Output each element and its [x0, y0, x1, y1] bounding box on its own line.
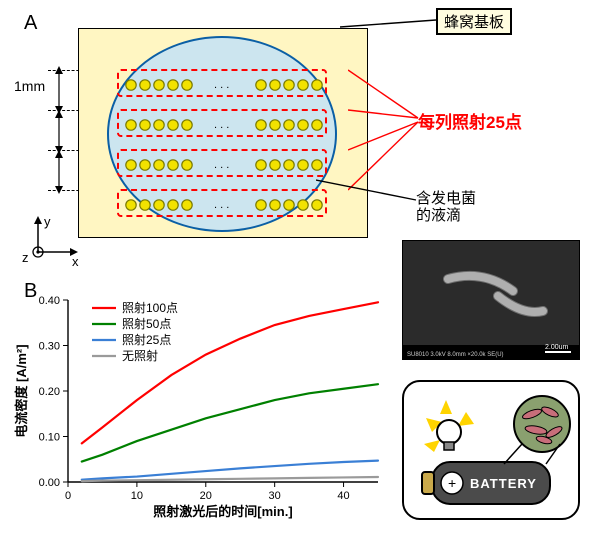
annotation-droplet-line1: 含发电菌: [416, 190, 476, 207]
annotation-substrate: 蜂窝基板: [436, 8, 512, 35]
battery-label: BATTERY: [470, 476, 537, 491]
coordinate-axes: y x z: [22, 216, 82, 271]
bulb-icon: [437, 420, 461, 444]
svg-text:. . .: . . .: [214, 119, 229, 131]
annotation-droplet: 含发电菌 的液滴: [416, 190, 476, 225]
svg-text:照射激光后的时间[min.]: 照射激光后的时间[min.]: [153, 504, 292, 519]
svg-text:10: 10: [131, 490, 143, 502]
svg-text:电流密度 [A/m²]: 电流密度 [A/m²]: [14, 344, 29, 437]
axis-z-label: z: [22, 250, 29, 265]
svg-text:30: 30: [269, 490, 281, 502]
svg-text:照射25点: 照射25点: [122, 332, 171, 347]
figure-root: A 1mm . . . . . . . . . . . .: [0, 0, 600, 535]
svg-text:0.30: 0.30: [39, 341, 60, 353]
dim-arrows: [50, 66, 68, 198]
lead-line-substrate: [340, 18, 440, 36]
panel-a-label: A: [24, 12, 37, 35]
svg-text:. . .: . . .: [214, 79, 229, 91]
battery-cartoon: + BATTERY: [402, 380, 580, 520]
svg-text:0.10: 0.10: [39, 432, 60, 444]
sem-scalebar: 2.00um: [545, 344, 569, 351]
svg-text:0.00: 0.00: [39, 477, 60, 489]
annotation-droplet-line2: 的液滴: [416, 207, 461, 224]
svg-text:. . .: . . .: [214, 159, 229, 171]
irradiation-row: . . .: [117, 109, 327, 137]
irradiation-row: . . .: [117, 189, 327, 217]
svg-text:照射50点: 照射50点: [122, 316, 171, 331]
svg-text:0.40: 0.40: [39, 295, 60, 307]
panel-b: B 0102030400.000.100.200.300.40照射激光后的时间[…: [10, 280, 390, 530]
svg-text:. . .: . . .: [214, 199, 229, 211]
line-chart: 0 10 20 30 40 0.00 0.10 0.20 0.30 0.40 照射激光后的时间[mi…: [10, 292, 390, 522]
dim-label-1mm: 1mm: [14, 78, 45, 94]
bacteria-inset-icon: [514, 396, 570, 452]
battery-plus: +: [448, 475, 456, 491]
svg-text:20: 20: [200, 490, 212, 502]
svg-text:无照射: 无照射: [122, 348, 158, 363]
sem-info: SU8010 3.0kV 8.0mm ×20.0k SE(U): [407, 352, 504, 358]
axis-x-label: x: [72, 254, 79, 269]
svg-text:0.20: 0.20: [39, 386, 60, 398]
irradiation-row: . . .: [117, 69, 327, 97]
panel-a: A 1mm . . . . . . . . . . . .: [10, 8, 380, 258]
lead-line-droplet: [316, 176, 420, 212]
sem-image: SU8010 3.0kV 8.0mm ×20.0k SE(U) 2.00um: [402, 240, 580, 360]
irradiation-row: . . .: [117, 149, 327, 177]
svg-text:40: 40: [337, 490, 349, 502]
battery-terminal-icon: [422, 472, 434, 494]
axis-y-label: y: [44, 216, 51, 229]
svg-text:照射100点: 照射100点: [122, 300, 178, 315]
annotation-rows: 每列照射25点: [418, 108, 522, 133]
annotation-substrate-text: 蜂窝基板: [444, 14, 504, 31]
svg-text:0: 0: [65, 490, 71, 502]
